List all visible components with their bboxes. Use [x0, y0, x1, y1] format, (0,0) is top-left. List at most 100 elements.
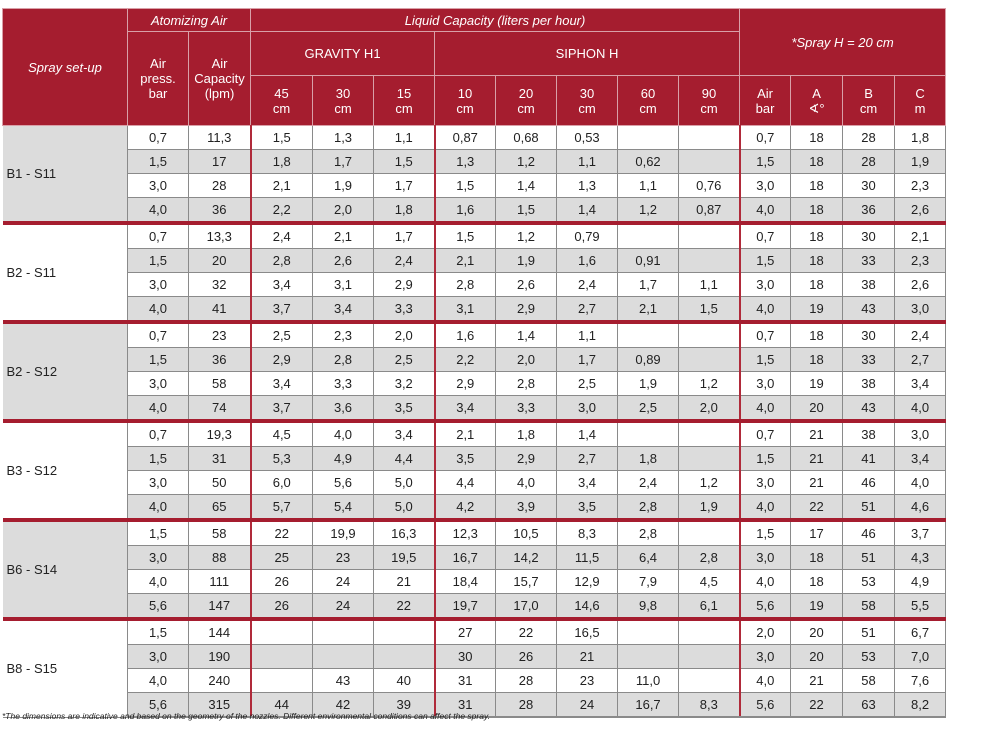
table-cell: 4,0 — [312, 419, 375, 447]
table-cell: 1,5 — [127, 149, 189, 174]
table-cell: 4,0 — [894, 395, 947, 422]
table-body: B1 - S11 0,7 11,3 1,5 1,3 1,1 0,87 0,68 0,53 0,7 1… — [2, 125, 947, 718]
table-cell: 5,0 — [373, 470, 436, 495]
table-cell: 1,9 — [894, 149, 947, 174]
table-cell: 2,7 — [556, 296, 619, 323]
table-cell: 2,4 — [617, 470, 680, 495]
header-text: C — [915, 85, 925, 101]
table-cell: 4,9 — [312, 446, 375, 471]
spray-setup-cell: B6 - S14 — [2, 518, 128, 620]
table-cell: 3,1 — [312, 272, 375, 297]
table-cell: 5,0 — [373, 494, 436, 521]
header-siphon-col: 20 cm — [495, 75, 558, 126]
table-cell: 19,7 — [433, 593, 497, 620]
table-cell: 0,91 — [617, 248, 680, 273]
table-cell: 32 — [187, 272, 252, 297]
table-row: 1,5 20 2,8 2,6 2,4 2,1 1,9 1,6 0,91 1,5 18 33 2,3 — [3, 248, 947, 273]
table-cell: 0,53 — [556, 125, 619, 150]
header-text: cm — [639, 100, 657, 116]
table-cell: 17,0 — [495, 593, 558, 620]
table-row: 3,0 50 6,0 5,6 5,0 4,4 4,0 3,4 2,4 1,2 3,0 21 46 4,0 — [3, 470, 947, 495]
table-cell: 18 — [790, 272, 844, 297]
table-cell: 36 — [187, 347, 252, 372]
table-cell: 58 — [187, 518, 252, 546]
header-text: press. — [140, 71, 176, 86]
table-cell: 43 — [842, 296, 896, 323]
table-cell: 26 — [495, 644, 558, 669]
header-text: 20 — [518, 85, 534, 101]
table-cell: 0,76 — [678, 173, 741, 198]
table-cell: 1,5 — [433, 221, 497, 249]
table-cell: 19,9 — [312, 518, 375, 546]
table-cell: 4,0 — [738, 668, 792, 693]
table-cell: 3,0 — [127, 371, 189, 396]
header-text: Air — [757, 85, 773, 101]
table-cell: 1,1 — [373, 125, 436, 150]
table-cell: 4,5 — [249, 419, 314, 447]
table-cell: 1,7 — [373, 173, 436, 198]
header-text: Capacity — [194, 71, 245, 86]
table-cell: 5,6 — [738, 692, 792, 718]
table-cell: 1,4 — [495, 320, 558, 348]
table-cell: 1,8 — [894, 125, 947, 150]
table-cell: 7,9 — [617, 569, 680, 594]
table-cell — [617, 320, 680, 348]
table-cell: 4,0 — [127, 494, 189, 521]
table-cell: 2,0 — [312, 197, 375, 224]
table-cell: 1,2 — [617, 197, 680, 224]
table-cell: 3,4 — [894, 371, 947, 396]
table-cell: 33 — [842, 248, 896, 273]
table-cell: 1,4 — [556, 419, 619, 447]
table-cell: 3,5 — [373, 395, 436, 422]
table-cell: 11,3 — [187, 125, 252, 150]
table-cell: 4,0 — [127, 668, 189, 693]
table-cell: 58 — [187, 371, 252, 396]
table-cell: 0,68 — [495, 125, 558, 150]
table-row: B8 - S15 1,5 144 27 22 16,5 2,0 20 51 6,7 — [2, 617, 947, 718]
table-cell: 5,6 — [127, 692, 189, 718]
table-cell: 18 — [790, 569, 844, 594]
table-cell: 51 — [842, 617, 896, 645]
table-cell: 18 — [790, 248, 844, 273]
table-cell: 30 — [842, 221, 896, 249]
header-text: (lpm) — [204, 86, 235, 101]
table-row: 1,5 17 1,8 1,7 1,5 1,3 1,2 1,1 0,62 1,5 18 28 1,9 — [3, 149, 947, 174]
table-row: 1,5 31 5,3 4,9 4,4 3,5 2,9 2,7 1,8 1,5 21 41 3,4 — [3, 446, 947, 471]
table-cell: 15,7 — [495, 569, 558, 594]
table-cell: 0,89 — [617, 347, 680, 372]
table-cell: 5,4 — [312, 494, 375, 521]
table-cell: 4,2 — [433, 494, 497, 521]
table-cell: 3,3 — [495, 395, 558, 422]
table-cell — [678, 446, 741, 471]
table-cell: 6,1 — [678, 593, 741, 620]
table-cell: 19,3 — [187, 419, 252, 447]
table-cell: 147 — [187, 593, 252, 620]
table-cell: 21 — [790, 668, 844, 693]
table-cell: 1,7 — [373, 221, 436, 249]
table-cell: 3,5 — [433, 446, 497, 471]
table-cell: 1,4 — [556, 197, 619, 224]
table-cell: 46 — [842, 470, 896, 495]
header-text: bar — [755, 100, 775, 116]
table-cell: 3,4 — [433, 395, 497, 422]
table-cell — [678, 644, 741, 669]
table-cell: 16,5 — [556, 617, 619, 645]
table-row: 5,6 147 26 24 22 19,7 17,0 14,6 9,8 6,1 5,6 19 58 5,5 — [3, 593, 947, 620]
table-cell — [678, 125, 741, 150]
table-header: Spray set-up Atomizing Air Liquid Capaci… — [2, 8, 947, 126]
table-cell: 3,3 — [373, 296, 436, 323]
table-cell: 4,0 — [127, 296, 189, 323]
table-cell: 2,9 — [249, 347, 314, 372]
header-text: ∢° — [808, 100, 825, 116]
header-text: cm — [578, 100, 596, 116]
table-cell: 1,6 — [433, 197, 497, 224]
table-cell: 23 — [556, 668, 619, 693]
table-row: B6 - S14 1,5 58 22 19,9 16,3 12,3 10,5 8,3 2,8 1,5… — [2, 518, 947, 620]
table-row: B2 - S12 0,7 23 2,5 2,3 2,0 1,6 1,4 1,1 0,7 18 30 2,… — [2, 320, 947, 422]
table-cell: 4,5 — [678, 569, 741, 594]
spray-setup-cell: B2 - S11 — [2, 221, 128, 323]
header-air-capacity: Air Capacity (lpm) — [187, 31, 252, 126]
table-cell: 2,8 — [678, 545, 741, 570]
table-cell: 58 — [842, 593, 896, 620]
table-cell: 24 — [312, 593, 375, 620]
